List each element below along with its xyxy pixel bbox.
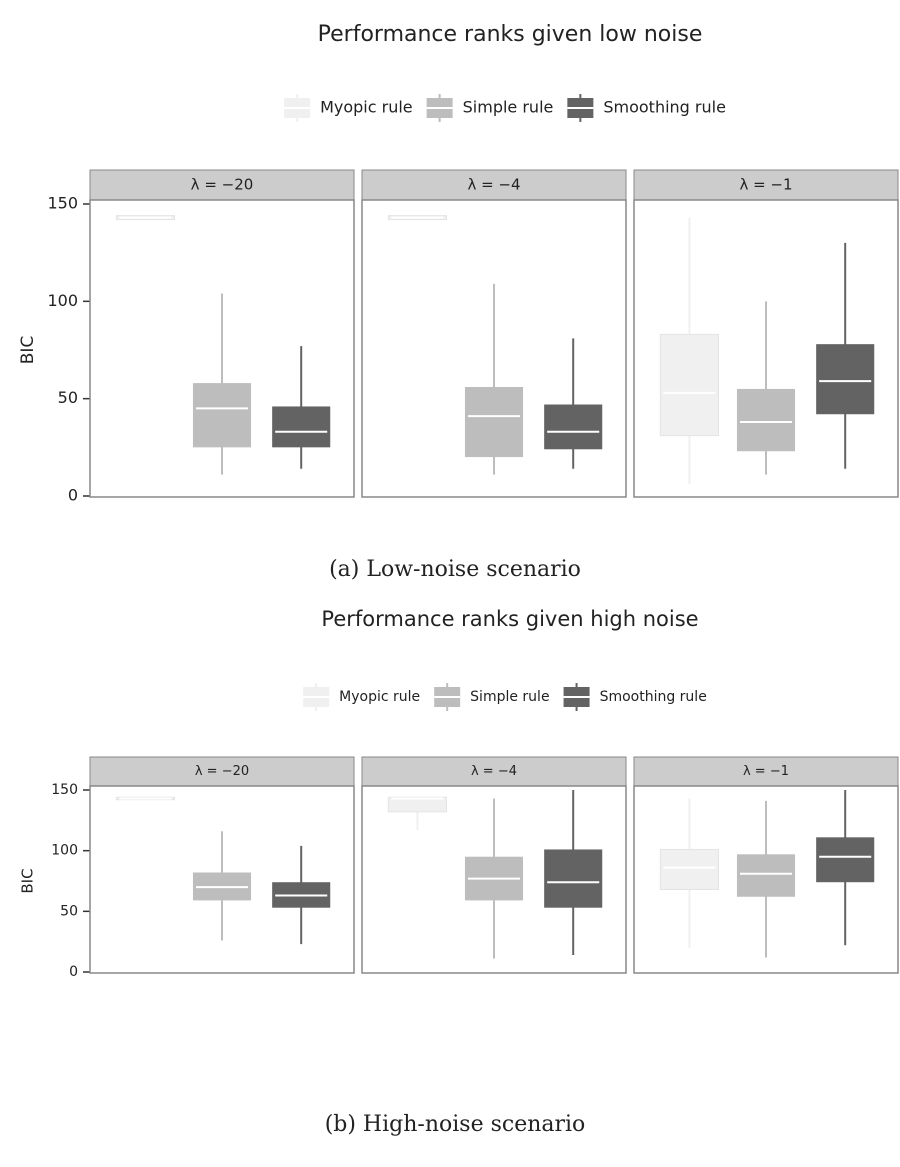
facet-strip [633,169,899,201]
box [544,849,603,908]
legend-label: Simple rule [463,98,554,117]
y-tick-label: 0 [68,486,78,505]
y-axis-label: BIC [18,336,38,365]
legend-item: Myopic rule [284,94,413,122]
legend-item: Smoothing rule [563,683,707,711]
legend-item: Myopic rule [303,683,420,711]
legend-label: Myopic rule [339,689,420,705]
facet-label: λ = −1 [743,764,789,779]
y-tick-label: 50 [60,903,78,919]
box [387,796,447,813]
legend-label: Smoothing rule [603,98,726,117]
y-tick-label: 100 [47,291,78,310]
box [659,848,719,890]
box [816,344,875,415]
facet-label: λ = −4 [471,764,517,779]
facet-label: λ = −1 [739,176,792,194]
facet-strip [89,756,355,787]
facet-strip [89,169,355,201]
facet-strip [361,169,627,201]
box [816,837,875,883]
box [659,333,719,437]
facet-strip [633,756,899,787]
caption: (a) Low-noise scenario [329,557,581,582]
y-tick-label: 150 [47,194,78,213]
y-tick-label: 100 [51,843,78,859]
legend-label: Simple rule [470,689,549,705]
legend-item: Simple rule [426,94,554,122]
legend-item: Simple rule [434,683,550,711]
y-tick-label: 50 [58,388,78,407]
chart-title: Performance ranks given high noise [321,607,698,631]
chart-title: Performance ranks given low noise [318,22,703,47]
box [736,388,796,452]
facet-label: λ = −4 [467,176,520,194]
y-tick-label: 0 [69,964,78,980]
legend-item: Smoothing rule [567,94,726,122]
caption: (b) High-noise scenario [325,1112,586,1137]
legend-label: Myopic rule [320,98,413,117]
facet-strip [361,756,627,787]
box [464,386,524,458]
y-tick-label: 150 [51,782,78,798]
y-axis-label: BIC [19,868,37,893]
facet-label: λ = −20 [191,176,254,194]
box [544,404,603,450]
legend-label: Smoothing rule [600,689,707,705]
box [272,406,331,448]
facet-label: λ = −20 [195,764,249,779]
box [192,383,252,448]
box [736,854,796,897]
